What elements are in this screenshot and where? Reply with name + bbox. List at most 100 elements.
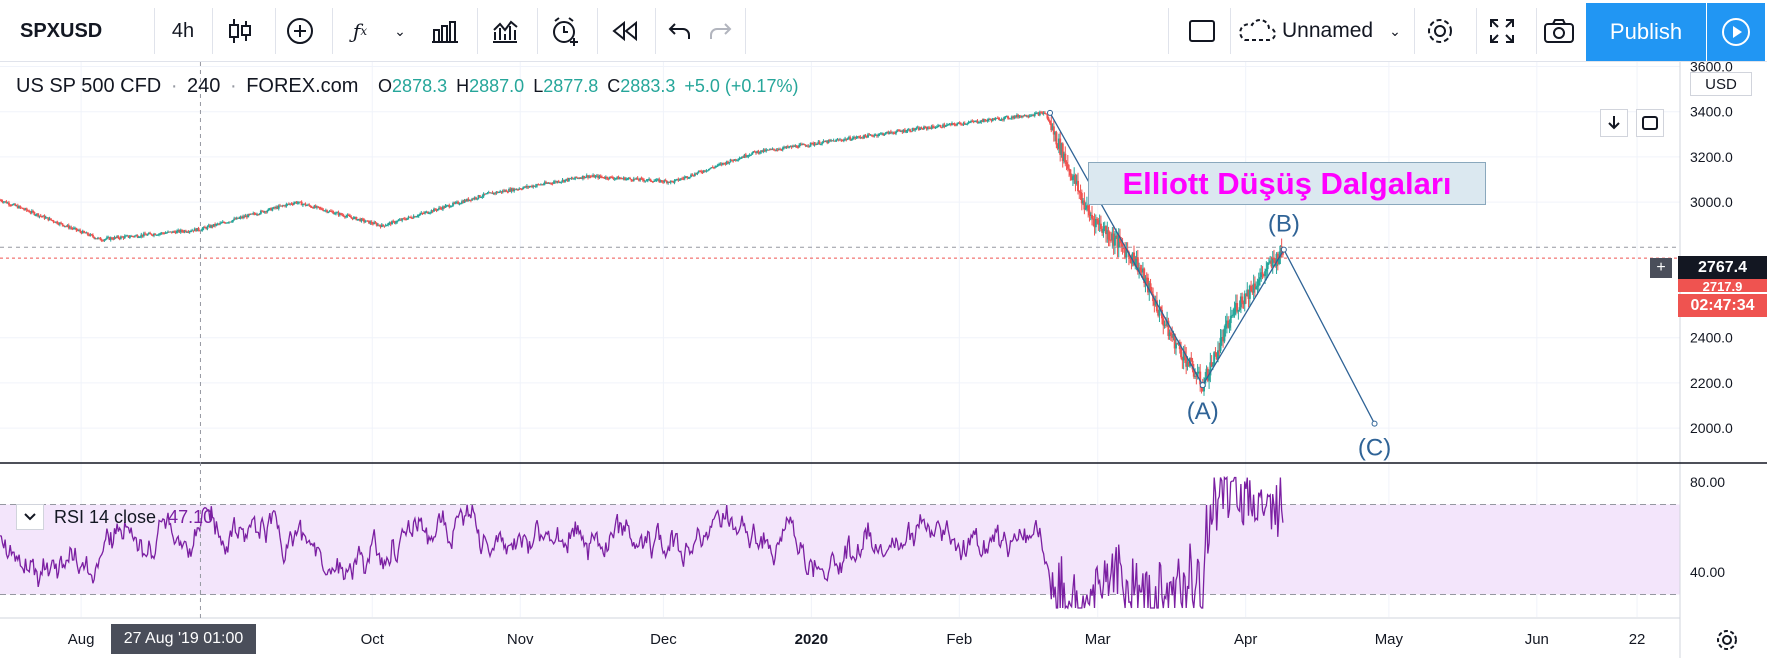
candle-body [520, 188, 523, 190]
y-tick-label: 3600.0 [1690, 59, 1733, 75]
candle-body [1138, 267, 1141, 272]
scroll-down-icon[interactable] [1600, 109, 1628, 137]
rsi-value: 47.10 [168, 506, 214, 527]
candle-body [784, 146, 787, 148]
candle-body [172, 231, 175, 233]
candle-body [1143, 268, 1146, 284]
candle-body [799, 144, 802, 146]
candle-body [1009, 118, 1012, 120]
candle-body [1060, 143, 1063, 155]
candle-body [1056, 144, 1059, 149]
wave-point [1280, 246, 1287, 253]
candle-body [389, 222, 392, 225]
collapse-chevron-icon[interactable] [16, 504, 44, 530]
candle-body [349, 215, 351, 218]
alert-clock-icon[interactable] [545, 0, 585, 62]
candle-body [855, 137, 858, 139]
chart-settings-gear-icon[interactable] [1712, 625, 1742, 655]
candle-body [1121, 242, 1124, 248]
fullscreen-rect-icon[interactable] [1182, 0, 1222, 62]
replay-rewind-icon[interactable] [605, 0, 645, 62]
add-alert-plus-icon[interactable]: + [1650, 258, 1672, 278]
candle-body [1154, 300, 1157, 306]
candle-body [448, 205, 451, 208]
compare-add-icon[interactable] [280, 0, 320, 62]
snapshot-camera-icon[interactable] [1538, 0, 1580, 62]
candle-body [1219, 337, 1222, 351]
candle-body [457, 201, 460, 204]
candle-body [1040, 112, 1043, 114]
candle-body [307, 204, 309, 206]
candle-body [875, 134, 878, 137]
candle-body [1155, 300, 1158, 312]
axes: 3600.0 3400.0 3200.0 3000.0 2400.0 2200.0 2000… [0, 59, 1767, 658]
chevron-down-icon[interactable]: ⌄ [394, 22, 406, 39]
candle-body [1224, 323, 1227, 329]
play-icon[interactable] [1707, 3, 1765, 61]
candle-body [690, 174, 693, 177]
redo-icon[interactable] [700, 0, 740, 62]
candle-body [509, 189, 512, 192]
candle-body [1139, 267, 1142, 270]
candle-body [552, 182, 555, 184]
candle-body [443, 206, 446, 208]
candle-body [121, 236, 124, 238]
candle-body [836, 139, 839, 141]
interval-selector[interactable]: 4h [171, 19, 195, 42]
layout-name[interactable]: Unnamed [1282, 19, 1374, 42]
candle-body [1080, 193, 1083, 204]
candle-body [1083, 200, 1086, 210]
cloud-icon[interactable] [1236, 0, 1278, 62]
candle-body [41, 216, 43, 218]
crosshair-price-label: 2767.4 [1678, 256, 1767, 279]
currency-label[interactable]: USD [1690, 72, 1752, 96]
candle-body [238, 217, 241, 219]
candle-body [163, 233, 166, 235]
candle-body [1281, 252, 1284, 255]
x-tick-label: Jun [1525, 631, 1549, 648]
candle-body [823, 140, 826, 142]
financials-icon[interactable] [485, 0, 525, 62]
candle-body [449, 206, 452, 208]
candle-body [574, 176, 577, 179]
candle-body [613, 178, 616, 180]
candle-body [142, 233, 145, 237]
candle-body [924, 126, 927, 128]
separator [745, 8, 746, 54]
candle-body [1194, 375, 1197, 377]
candle-body [579, 177, 582, 179]
candle-body [417, 214, 420, 217]
candle-body [1068, 168, 1071, 170]
templates-icon[interactable] [425, 0, 465, 62]
candle-body [71, 228, 74, 230]
chevron-down-icon[interactable]: ⌄ [1389, 22, 1401, 39]
candle-body [710, 167, 713, 169]
candle-body [719, 163, 722, 165]
candle-body [681, 178, 684, 180]
candle-body [1096, 218, 1099, 221]
chart-type-candles-icon[interactable] [220, 0, 260, 62]
settings-gear-icon[interactable] [1420, 0, 1460, 62]
candle-body [781, 148, 784, 150]
candle-body [111, 237, 113, 239]
candle-body [1190, 357, 1193, 361]
symbol-search[interactable]: SPXUSD [20, 19, 103, 42]
candle-body [1046, 114, 1049, 119]
candle-body [1027, 116, 1030, 118]
fullscreen-icon[interactable] [1482, 0, 1522, 62]
candle-body [184, 230, 187, 233]
candle-body [294, 201, 297, 203]
publish-button[interactable]: Publish [1586, 3, 1706, 61]
undo-icon[interactable] [660, 0, 700, 62]
candle-body [399, 219, 402, 221]
maximize-pane-icon[interactable] [1636, 109, 1664, 137]
candle-body [1120, 242, 1123, 244]
candle-body [527, 185, 530, 188]
candle-body [990, 119, 993, 122]
candle-body [252, 213, 255, 215]
candle-body [80, 231, 83, 234]
chart-annotation-text[interactable]: Elliott Düşüş Dalgaları [1088, 162, 1486, 205]
candle-body [575, 176, 578, 178]
